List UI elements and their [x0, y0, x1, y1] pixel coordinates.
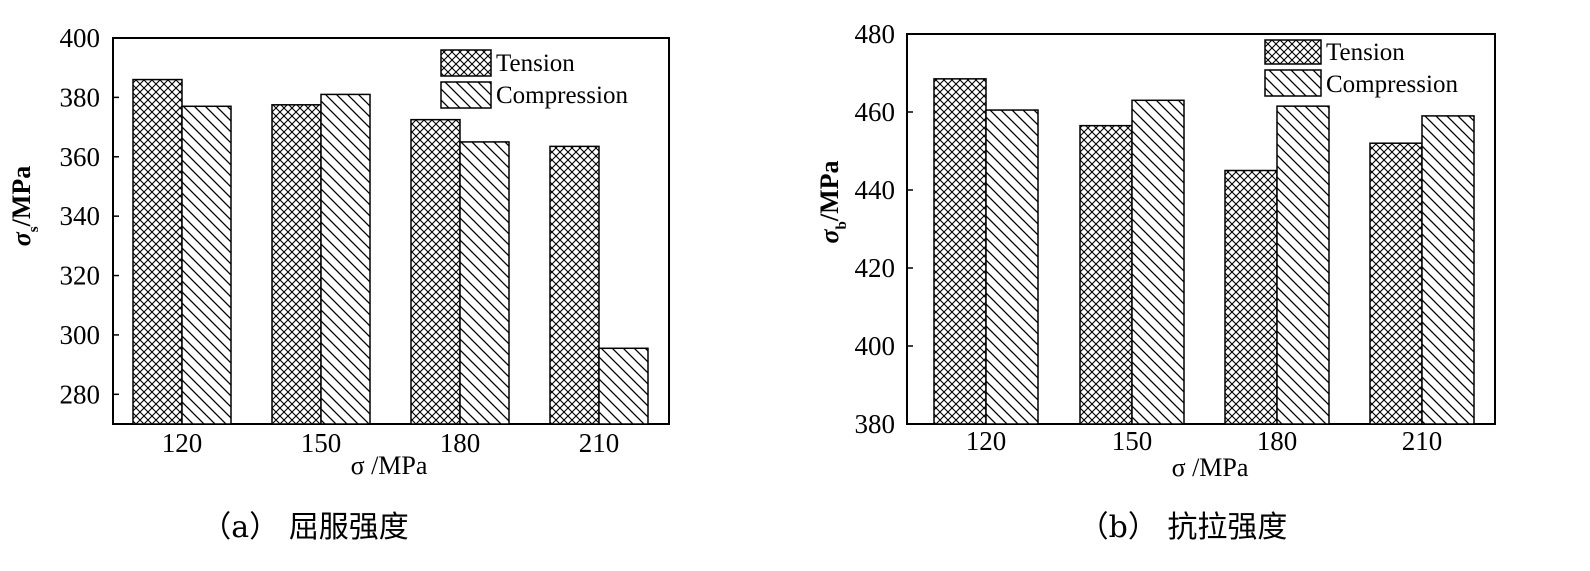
x-axis-ticks: 120 150 180 210 [966, 418, 1443, 456]
x-tick-label: 120 [162, 428, 203, 458]
bars [132, 78, 649, 425]
bar-compression-120 [985, 109, 1039, 425]
y-axis-ticks: 380 400 420 440 460 480 [855, 19, 913, 439]
x-tick-label: 210 [1402, 426, 1443, 456]
y-axis-ticks: 280 300 320 340 360 380 400 [60, 23, 119, 409]
y-axis-title-symbol: σ [815, 229, 844, 244]
x-tick-label: 120 [966, 426, 1007, 456]
y-tick-label: 400 [855, 331, 896, 361]
bar-tension-180 [410, 118, 461, 425]
y-tick-label: 300 [60, 320, 101, 350]
caption-a: （a） 屈服强度 [201, 510, 408, 545]
legend: Tension Compression [1264, 39, 1458, 98]
chart-panel-b: 380 400 420 440 460 480 120 150 180 210 Tension … [815, 19, 1496, 545]
y-tick-label: 380 [855, 409, 896, 439]
y-tick-label: 380 [60, 82, 101, 112]
legend: Tension Compression [440, 49, 628, 109]
bar-compression-180 [1276, 105, 1330, 425]
y-tick-label: 460 [855, 97, 896, 127]
y-tick-label: 420 [855, 253, 896, 283]
bars [933, 78, 1475, 425]
x-axis-title: σ /MPa [351, 451, 428, 480]
bar-compression-180 [459, 141, 510, 425]
bar-compression-150 [1131, 99, 1185, 425]
bar-compression-120 [181, 105, 232, 425]
caption-b: （b） 抗拉强度 [1079, 510, 1288, 545]
bar-compression-210 [1421, 115, 1475, 425]
bar-tension-120 [132, 78, 183, 425]
legend-label-compression: Compression [1326, 71, 1458, 98]
legend-swatch-compression [440, 81, 492, 109]
legend-swatch-tension [440, 49, 492, 77]
legend-label-tension: Tension [1326, 39, 1405, 66]
x-axis-title: σ /MPa [1172, 453, 1249, 482]
y-axis-title-unit: /MPa [815, 160, 844, 222]
plot-frame [112, 37, 670, 425]
x-tick-label: 150 [1112, 426, 1153, 456]
x-tick-label: 150 [301, 428, 342, 458]
legend-swatch-tension [1264, 39, 1322, 65]
legend-label-tension: Tension [496, 50, 575, 77]
legend-swatch-compression [1264, 69, 1322, 97]
y-tick-label: 480 [855, 19, 896, 49]
chart-panel-a: 280 300 320 340 360 380 400 120 150 180 210 Tensi… [7, 23, 670, 545]
bar-tension-120 [933, 78, 987, 425]
y-axis-title-subscript: b [834, 221, 850, 229]
y-tick-label: 280 [60, 379, 101, 409]
y-axis-title-unit: /MPa [7, 166, 36, 228]
bar-tension-210 [1369, 142, 1423, 425]
x-tick-label: 180 [1257, 426, 1298, 456]
x-tick-label: 210 [579, 428, 620, 458]
legend-label-compression: Compression [496, 82, 628, 109]
svg-text:σs/MPa: σs/MPa [7, 166, 42, 247]
svg-text:σb/MPa: σb/MPa [815, 160, 850, 243]
y-tick-label: 400 [60, 23, 101, 53]
bar-compression-210 [598, 347, 649, 425]
y-tick-label: 440 [855, 175, 896, 205]
y-axis-title: σs/MPa [7, 166, 42, 247]
y-axis-title-subscript: s [26, 226, 42, 232]
y-tick-label: 360 [60, 142, 101, 172]
plot-frame [906, 33, 1496, 425]
bar-tension-180 [1224, 169, 1278, 425]
bar-tension-150 [271, 104, 322, 425]
y-axis-title-symbol: σ [7, 231, 36, 246]
y-tick-label: 320 [60, 261, 101, 291]
y-axis-title: σb/MPa [815, 160, 850, 243]
bar-compression-150 [320, 93, 371, 425]
bar-tension-210 [549, 145, 600, 425]
bar-tension-150 [1079, 124, 1133, 425]
y-tick-label: 340 [60, 201, 101, 231]
x-tick-label: 180 [440, 428, 481, 458]
